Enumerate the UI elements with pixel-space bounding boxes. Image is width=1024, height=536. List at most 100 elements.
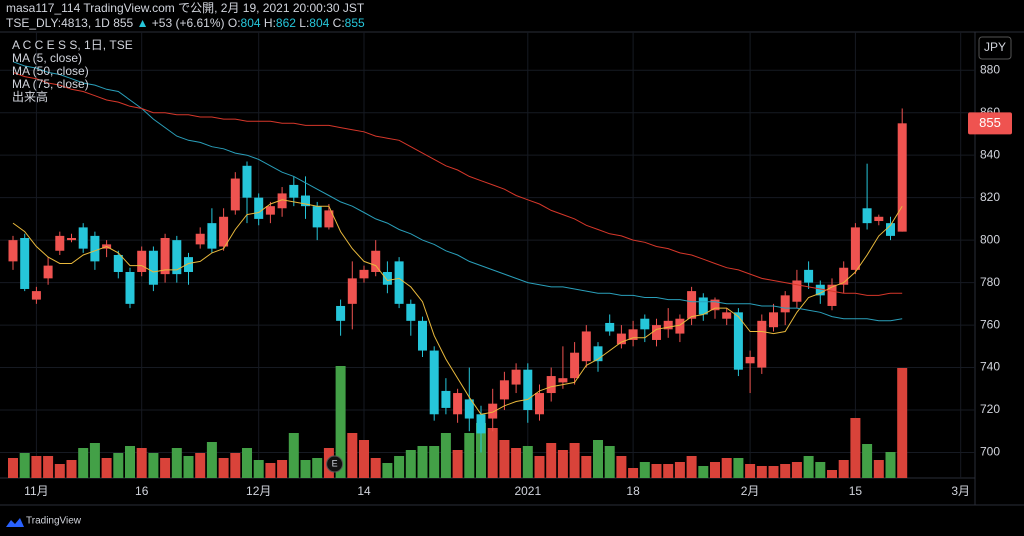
y-tick-label: 700 xyxy=(980,445,1000,459)
event-marker xyxy=(326,455,344,473)
volume-bar xyxy=(616,456,627,478)
candle-body xyxy=(31,291,41,300)
volume-bar xyxy=(827,470,837,478)
change: +53 (+6.61%) xyxy=(152,16,225,30)
volume-bar xyxy=(277,460,288,478)
y-tick-label: 720 xyxy=(980,402,1000,416)
volume-bar xyxy=(183,456,194,478)
currency: JPY xyxy=(984,40,1006,54)
candle-body xyxy=(289,184,299,198)
candle-body xyxy=(535,393,544,415)
volume-bar xyxy=(31,456,42,478)
candle-body xyxy=(90,235,100,262)
candle-body xyxy=(745,356,755,364)
candle-body xyxy=(148,250,158,285)
y-tick-label: 880 xyxy=(980,62,1000,76)
volume-bar xyxy=(487,428,498,478)
x-tick-label: 11月 xyxy=(24,484,48,498)
candle-body xyxy=(804,269,814,283)
x-tick-label: 16 xyxy=(135,484,149,498)
candle-body xyxy=(219,216,229,247)
volume-bar xyxy=(312,458,323,478)
volume-bar xyxy=(19,453,30,478)
candle-body xyxy=(336,305,346,321)
volume-bar xyxy=(218,458,229,478)
candle-body xyxy=(733,312,743,370)
candle-body xyxy=(862,208,872,224)
x-tick-label: 2月 xyxy=(741,484,760,498)
candle-body xyxy=(184,257,193,272)
candle-body xyxy=(394,261,404,304)
volume-bar xyxy=(569,443,580,478)
o-value: 804 xyxy=(241,16,261,30)
volume-bar xyxy=(499,440,510,478)
legend-entry: MA (5, close) xyxy=(12,51,82,65)
volume-bar xyxy=(405,450,416,478)
volume-bar xyxy=(242,448,252,478)
volume-bar xyxy=(885,452,896,478)
volume-bar xyxy=(335,366,346,478)
volume-bar xyxy=(721,458,732,478)
volume-bar xyxy=(897,368,908,478)
candle-body xyxy=(453,393,463,415)
candle-body xyxy=(722,312,732,319)
volume-bar xyxy=(698,466,709,478)
candle-body xyxy=(675,318,685,334)
candle-body xyxy=(593,346,603,362)
candle-body xyxy=(605,322,615,332)
candle-body xyxy=(55,235,65,251)
candle-body xyxy=(113,255,123,272)
candle-body xyxy=(301,195,310,207)
x-tick-label: 14 xyxy=(357,484,371,498)
volume-bar xyxy=(230,453,241,478)
candle-body xyxy=(652,325,661,340)
volume-bar xyxy=(417,446,428,478)
candle-body xyxy=(78,227,88,249)
volume-bar xyxy=(300,460,311,478)
candle-body xyxy=(441,390,451,408)
candle-body xyxy=(195,233,205,245)
ma-line xyxy=(12,61,903,322)
candle-body xyxy=(558,378,568,383)
currency-box[interactable] xyxy=(978,36,1012,60)
candle-body xyxy=(523,369,533,411)
candle-body xyxy=(230,178,240,211)
candle-body xyxy=(663,320,673,330)
candle-body xyxy=(628,329,638,340)
candle-body xyxy=(312,206,322,228)
last-price: 855 xyxy=(113,16,133,30)
candle-body xyxy=(418,320,427,351)
volume-bar xyxy=(171,448,182,478)
legend-title: A C C E S S, 1日, TSE xyxy=(12,38,133,52)
x-tick-label: 2021 xyxy=(514,484,541,498)
candle-body xyxy=(43,265,53,279)
candle-body xyxy=(897,123,907,232)
candle-body xyxy=(839,267,849,285)
volume-bar xyxy=(733,458,744,478)
volume-bar xyxy=(148,453,159,478)
volume-bar xyxy=(347,433,358,478)
candle-body xyxy=(698,297,708,315)
volume-bar xyxy=(745,464,756,478)
candle-body xyxy=(265,206,275,215)
candle-body xyxy=(277,193,287,209)
candle-body xyxy=(20,238,30,289)
volume-bar xyxy=(78,448,89,478)
candle-body xyxy=(406,303,416,321)
candle-body xyxy=(687,291,697,319)
candle-body xyxy=(67,238,76,241)
volume-bar xyxy=(546,443,557,478)
candle-body xyxy=(499,380,509,400)
volume-bar xyxy=(429,446,440,478)
x-tick-label: 3月 xyxy=(951,484,970,498)
candle-body xyxy=(581,331,591,362)
volume-bar xyxy=(101,458,112,478)
candle-body xyxy=(125,271,135,304)
candle-body xyxy=(488,403,498,419)
ma-line xyxy=(12,71,903,296)
legend-entry: MA (50, close) xyxy=(12,64,89,78)
candle-body xyxy=(792,280,802,302)
x-tick-label: 12月 xyxy=(246,484,271,498)
candle-body xyxy=(815,284,825,296)
candle-body xyxy=(511,369,521,385)
